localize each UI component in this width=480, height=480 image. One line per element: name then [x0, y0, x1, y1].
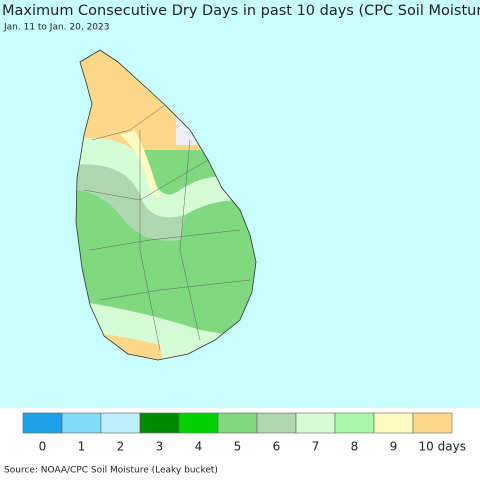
legend-label: 1: [78, 440, 86, 454]
title: Maximum Consecutive Dry Days in past 10 …: [2, 3, 480, 19]
legend-swatch: [139, 412, 180, 434]
legend-label: 7: [312, 440, 320, 454]
legend-label: 2: [117, 440, 125, 454]
ocean: [0, 0, 480, 408]
legend-label: 0: [39, 440, 47, 454]
legend-swatch: [100, 412, 141, 434]
legend-label: 6: [273, 440, 281, 454]
legend-swatch: [61, 412, 102, 434]
coastline: [75, 49, 257, 361]
legend-label: 5: [234, 440, 242, 454]
legend-swatch: [217, 412, 258, 434]
legend-swatch: [334, 412, 375, 434]
legend-label: 8: [351, 440, 359, 454]
legend-label: 9: [390, 440, 398, 454]
legend-swatch: [373, 412, 414, 434]
legend-swatch: [256, 412, 297, 434]
source: Source: NOAA/CPC Soil Moisture (Leaky bu…: [4, 466, 218, 476]
legend-swatch: [22, 412, 63, 434]
subtitle: Jan. 11 to Jan. 20, 2023: [3, 23, 109, 33]
legend-swatch: [412, 412, 453, 434]
legend-label: 4: [195, 440, 203, 454]
legend-swatch: [178, 412, 219, 434]
legend-swatch: [295, 412, 336, 434]
legend: 0 1 2 3 4 5 6 7 8 9 10 days: [22, 412, 466, 454]
legend-label: 10 days: [419, 440, 466, 454]
district-borders: [83, 104, 251, 351]
legend-label: 3: [156, 440, 164, 454]
